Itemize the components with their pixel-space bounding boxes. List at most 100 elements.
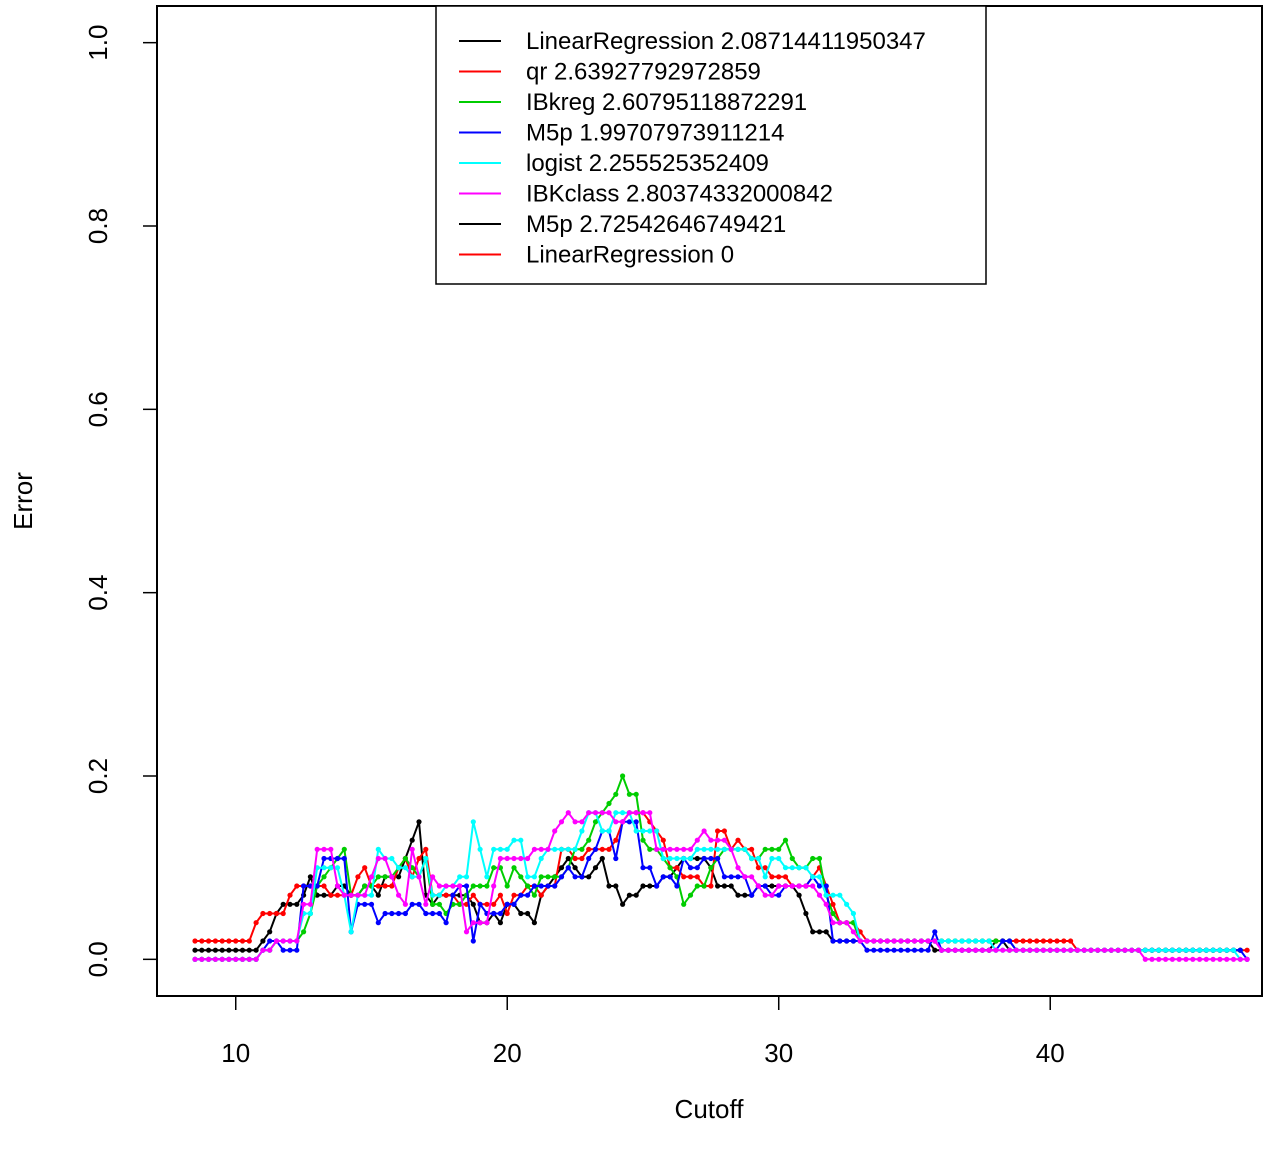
data-point <box>918 947 924 953</box>
data-point <box>321 855 327 862</box>
data-point <box>436 901 442 907</box>
data-point <box>497 846 503 852</box>
data-point <box>694 846 700 852</box>
legend-label: logist 2.255525352409 <box>526 150 769 177</box>
data-point <box>1095 947 1101 953</box>
data-point <box>647 846 653 852</box>
data-point <box>457 883 463 889</box>
data-point <box>660 855 666 862</box>
data-point <box>599 828 605 834</box>
data-point <box>396 910 402 917</box>
legend-label: M5p 2.72542646749421 <box>526 211 786 238</box>
data-point <box>531 846 538 852</box>
data-point <box>389 874 395 880</box>
data-point <box>579 874 585 880</box>
data-point <box>762 846 768 852</box>
data-point <box>497 920 503 926</box>
data-point <box>782 874 789 880</box>
data-point <box>694 883 700 889</box>
data-point <box>294 938 300 944</box>
data-point <box>674 883 680 889</box>
data-point <box>538 874 544 880</box>
data-point <box>375 846 381 852</box>
data-point <box>416 819 422 825</box>
data-point <box>1190 956 1196 962</box>
data-point <box>355 874 361 880</box>
data-point <box>640 883 646 889</box>
data-point <box>538 892 544 898</box>
data-point <box>402 855 408 862</box>
data-point <box>613 819 619 825</box>
data-point <box>518 874 524 880</box>
data-point <box>647 810 653 816</box>
data-point <box>463 883 470 889</box>
data-point <box>776 846 782 852</box>
data-point <box>579 846 585 852</box>
data-point <box>789 883 795 889</box>
data-point <box>687 874 694 880</box>
data-point <box>708 865 714 871</box>
data-point <box>898 947 904 953</box>
data-point <box>674 855 680 862</box>
data-point <box>301 901 307 907</box>
data-point <box>212 956 218 962</box>
data-point <box>728 883 734 889</box>
data-point <box>701 855 707 862</box>
data-point <box>287 938 293 944</box>
data-point <box>280 901 286 907</box>
data-point <box>606 846 612 852</box>
x-tick-label: 20 <box>493 1038 522 1068</box>
data-point <box>721 846 728 852</box>
data-point <box>782 837 789 843</box>
data-point <box>511 837 517 843</box>
data-point <box>640 837 646 843</box>
x-axis-label: Cutoff <box>675 1094 745 1124</box>
data-point <box>1006 947 1013 953</box>
data-point <box>667 865 673 871</box>
data-point <box>749 855 755 862</box>
data-point <box>375 855 381 862</box>
data-point <box>294 947 300 953</box>
data-point <box>1169 947 1175 953</box>
data-point <box>294 883 300 889</box>
data-point <box>491 865 497 871</box>
data-point <box>735 865 741 871</box>
data-point <box>633 892 639 898</box>
data-point <box>504 846 510 852</box>
data-point <box>660 837 666 843</box>
data-point <box>606 810 612 816</box>
data-point <box>959 938 965 944</box>
data-point <box>1088 947 1094 953</box>
data-point <box>572 846 578 852</box>
data-point <box>1156 947 1162 953</box>
data-point <box>1115 947 1121 953</box>
data-point <box>491 910 497 917</box>
data-point <box>348 892 354 898</box>
data-point <box>1224 947 1230 953</box>
data-point <box>599 855 605 862</box>
data-point <box>654 883 660 889</box>
data-point <box>301 883 307 889</box>
data-point <box>1237 947 1243 953</box>
data-point <box>301 929 307 935</box>
data-point <box>430 874 436 880</box>
x-tick-label: 30 <box>764 1038 793 1068</box>
data-point <box>674 846 680 852</box>
data-point <box>633 810 639 816</box>
data-point <box>823 883 829 889</box>
data-point <box>552 828 558 834</box>
data-point <box>470 892 476 898</box>
data-point <box>525 910 531 917</box>
data-point <box>803 883 809 889</box>
data-point <box>545 846 551 852</box>
data-point <box>443 920 449 926</box>
data-point <box>409 901 415 907</box>
data-point <box>694 865 700 871</box>
data-point <box>463 874 470 880</box>
data-point <box>891 947 897 953</box>
data-point <box>287 901 293 907</box>
data-point <box>708 846 714 852</box>
data-point <box>192 956 198 962</box>
data-point <box>491 901 497 907</box>
data-point <box>484 920 490 926</box>
